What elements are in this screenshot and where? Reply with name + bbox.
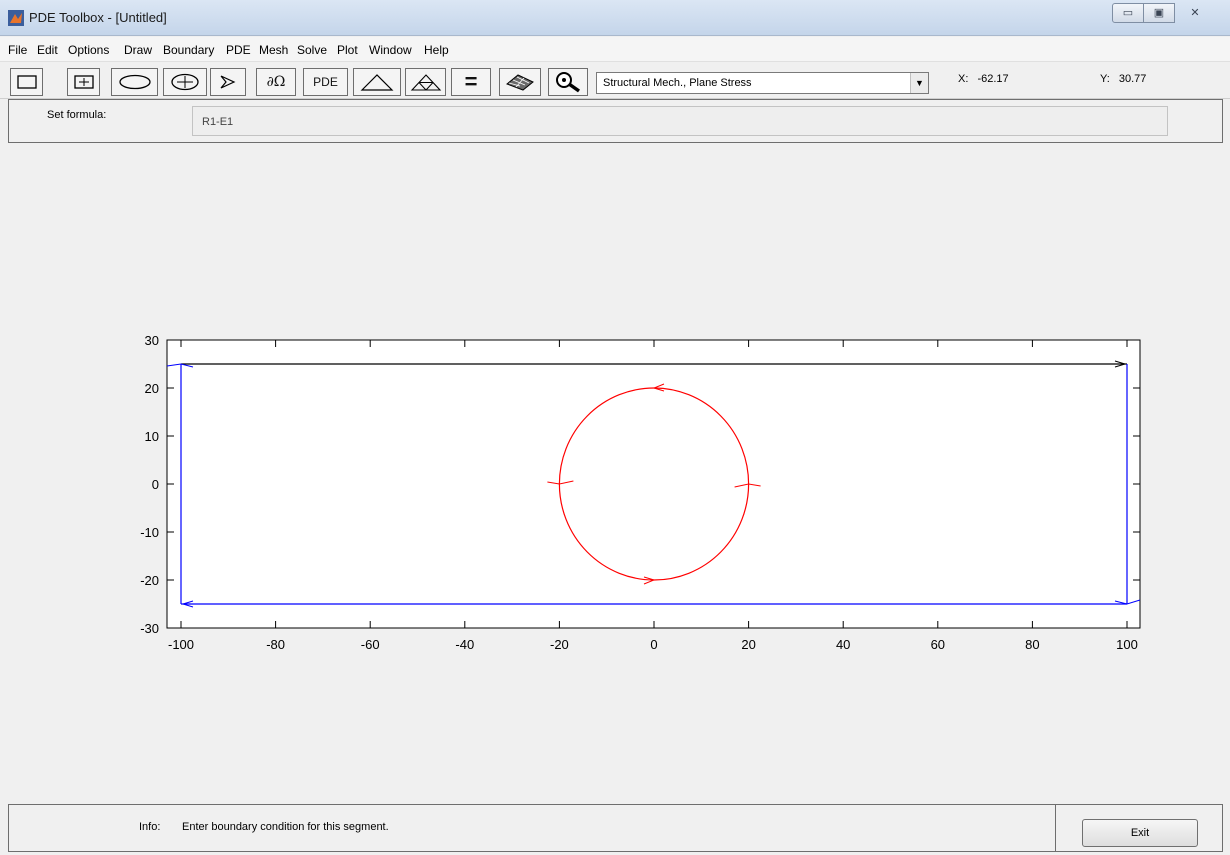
rectangle-icon bbox=[16, 75, 37, 89]
window-title: PDE Toolbox - [Untitled] bbox=[29, 10, 167, 25]
y-coordinate-label: Y: bbox=[1100, 73, 1110, 85]
x-tick-labels: -100 -80 -60 -40 -20 0 20 40 60 80 100 bbox=[168, 637, 1138, 652]
edge-direction-arrow bbox=[181, 600, 194, 608]
x-tick-label: 100 bbox=[1116, 637, 1138, 652]
x-coordinate-readout: X: -62.17 bbox=[958, 73, 1009, 85]
draw-rectangle-centered-button[interactable] bbox=[67, 68, 100, 96]
y-tick-labels: 30 20 10 0 -10 -20 -30 bbox=[140, 333, 159, 636]
draw-ellipse-centered-button[interactable] bbox=[163, 68, 207, 96]
ellipse-centered-icon bbox=[171, 73, 199, 91]
y-coordinate-readout: Y: 30.77 bbox=[1100, 73, 1146, 85]
init-mesh-button[interactable] bbox=[353, 68, 401, 96]
init-mesh-icon bbox=[360, 74, 394, 91]
x-coordinate-value: -62.17 bbox=[977, 73, 1009, 85]
boundary-mode-button[interactable]: ∂Ω bbox=[256, 68, 296, 96]
matlab-logo-icon bbox=[8, 10, 24, 26]
y-coordinate-value: 30.77 bbox=[1118, 73, 1147, 85]
y-tick-label: -10 bbox=[140, 525, 159, 540]
exit-button[interactable]: Exit bbox=[1082, 819, 1198, 847]
x-tick-label: -80 bbox=[266, 637, 285, 652]
geometry-shapes[interactable] bbox=[166, 360, 1141, 608]
x-tick-label: 40 bbox=[836, 637, 850, 652]
solve-button[interactable]: = bbox=[451, 68, 491, 96]
x-tick-label: 60 bbox=[931, 637, 945, 652]
maximize-button[interactable]: ▣ bbox=[1143, 3, 1175, 23]
menu-plot[interactable]: Plot bbox=[337, 43, 358, 57]
zoom-button[interactable] bbox=[548, 68, 588, 96]
x-tick-label: -40 bbox=[455, 637, 474, 652]
y-tick-label: 10 bbox=[145, 429, 159, 444]
divider bbox=[1055, 805, 1056, 851]
refine-mesh-icon bbox=[410, 74, 441, 91]
edge-direction-arrow bbox=[652, 383, 665, 392]
menu-bar: File Edit Options Draw Boundary PDE Mesh… bbox=[0, 37, 1230, 62]
application-mode-value: Structural Mech., Plane Stress bbox=[603, 77, 752, 89]
menu-boundary[interactable]: Boundary bbox=[163, 43, 215, 57]
menu-file[interactable]: File bbox=[8, 43, 28, 57]
y-tick-label: -20 bbox=[140, 573, 159, 588]
menu-mesh[interactable]: Mesh bbox=[259, 43, 289, 57]
x-tick-label: 0 bbox=[650, 637, 657, 652]
menu-pde[interactable]: PDE bbox=[226, 43, 251, 57]
x-coordinate-label: X: bbox=[958, 73, 969, 85]
menu-draw[interactable]: Draw bbox=[124, 43, 153, 57]
y-tick-label: -30 bbox=[140, 621, 159, 636]
toolbar: ∂Ω PDE = Structural Mech., Plane Stress … bbox=[0, 63, 1230, 99]
geometry-plot[interactable]: -100 -80 -60 -40 -20 0 20 40 60 80 100 3020100-10-… bbox=[0, 144, 1230, 804]
edge-direction-arrow bbox=[547, 480, 574, 485]
edge-direction-arrow bbox=[643, 576, 656, 585]
y-tick-label: 0 bbox=[152, 477, 159, 492]
plot-icon bbox=[506, 74, 534, 91]
close-button[interactable]: ✕ bbox=[1190, 7, 1200, 19]
refine-mesh-button[interactable] bbox=[405, 68, 446, 96]
menu-window[interactable]: Window bbox=[369, 43, 412, 57]
plot-button[interactable] bbox=[499, 68, 541, 96]
menu-options[interactable]: Options bbox=[68, 43, 110, 57]
menu-edit[interactable]: Edit bbox=[37, 43, 58, 57]
x-tick-label: -100 bbox=[168, 637, 194, 652]
chevron-down-icon[interactable]: ▼ bbox=[910, 73, 928, 93]
tick-marks bbox=[167, 339, 1140, 629]
rectangle-centered-icon bbox=[73, 75, 94, 89]
title-bar: PDE Toolbox - [Untitled] ▭ ▣ ✕ bbox=[0, 0, 1230, 36]
draw-ellipse-button[interactable] bbox=[111, 68, 158, 96]
draw-rectangle-button[interactable] bbox=[10, 68, 43, 96]
edge-direction-arrow bbox=[734, 483, 761, 488]
draw-polygon-button[interactable] bbox=[210, 68, 246, 96]
info-text: Enter boundary condition for this segmen… bbox=[182, 821, 389, 833]
set-formula-input[interactable]: R1-E1 bbox=[192, 106, 1168, 136]
x-tick-label: 20 bbox=[741, 637, 755, 652]
info-label: Info: bbox=[139, 821, 161, 833]
minimize-button[interactable]: ▭ bbox=[1112, 3, 1144, 23]
ellipse-icon bbox=[118, 74, 151, 90]
x-tick-label: -20 bbox=[550, 637, 569, 652]
pde-spec-button[interactable]: PDE bbox=[303, 68, 348, 96]
y-tick-label: 20 bbox=[145, 381, 159, 396]
polygon-icon bbox=[220, 75, 236, 89]
edge-direction-arrow bbox=[1114, 360, 1127, 368]
info-bar: Info: Enter boundary condition for this … bbox=[8, 804, 1223, 852]
axes-box bbox=[166, 339, 1141, 629]
zoom-icon bbox=[556, 72, 581, 93]
formula-bar: Set formula: R1-E1 bbox=[8, 99, 1223, 143]
x-tick-label: 80 bbox=[1025, 637, 1039, 652]
application-mode-select[interactable]: Structural Mech., Plane Stress ▼ bbox=[596, 72, 929, 94]
edge-direction-arrow bbox=[166, 363, 194, 368]
set-formula-label: Set formula: bbox=[47, 109, 107, 121]
menu-help[interactable]: Help bbox=[424, 43, 449, 57]
y-tick-label: 30 bbox=[145, 333, 159, 348]
drawing-area[interactable]: -100 -80 -60 -40 -20 0 20 40 60 80 100 30 20 10 0 -10-… bbox=[0, 144, 1230, 804]
edge-direction-arrow bbox=[1114, 599, 1141, 605]
menu-solve[interactable]: Solve bbox=[297, 43, 328, 57]
x-tick-label: -60 bbox=[361, 637, 380, 652]
